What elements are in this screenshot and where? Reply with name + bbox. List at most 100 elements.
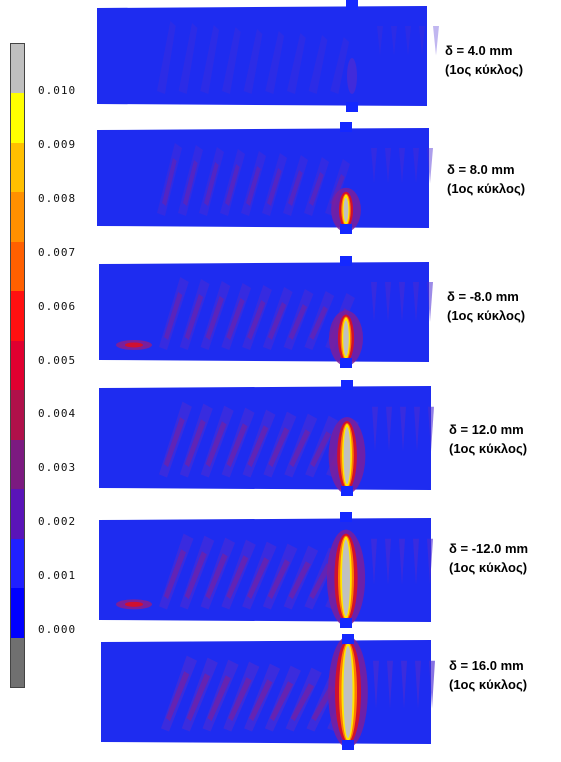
displacement-label: δ = 4.0 mm	[445, 43, 513, 58]
displacement-label: δ = 16.0 mm	[449, 658, 524, 673]
crack-zone	[342, 539, 350, 616]
contour-streak	[385, 538, 391, 586]
legend-swatch	[11, 340, 24, 391]
contour-streak	[427, 282, 433, 322]
support-marker-bottom	[346, 102, 358, 112]
legend-tick-label: 0.009	[38, 137, 77, 151]
contour-streak	[371, 538, 377, 586]
contour-streak	[243, 29, 263, 94]
contour-streak-inner	[207, 675, 231, 722]
crack-zone	[343, 427, 351, 484]
legend-swatch	[11, 390, 24, 441]
legend-swatch	[11, 637, 24, 688]
contour-streak-inner	[164, 417, 185, 468]
contour-panel	[99, 512, 433, 628]
contour-streak	[325, 159, 351, 216]
displacement-label: δ = -8.0 mm	[447, 289, 519, 304]
contour-streak	[413, 538, 419, 586]
contour-streak	[399, 282, 405, 322]
contour-streak	[200, 25, 220, 94]
contour-streak	[220, 149, 246, 216]
contour-streak-inner	[226, 423, 248, 468]
contour-panel	[99, 380, 434, 496]
contour-streak-inner	[288, 304, 308, 340]
side-hot-spot-core	[125, 601, 143, 607]
contour-streak-inner	[184, 294, 204, 340]
contour-streak	[371, 282, 377, 322]
beam-body	[97, 6, 427, 106]
support-marker-top	[340, 122, 352, 132]
contour-streak	[373, 660, 379, 709]
color-scale-legend	[10, 43, 25, 688]
contour-streak-inner	[164, 292, 183, 340]
support-marker-bottom	[340, 358, 352, 368]
legend-tick-label: 0.005	[38, 353, 77, 367]
contour-streak	[178, 145, 204, 216]
legend-tick-label: 0.004	[38, 407, 77, 421]
contour-streak-inner	[228, 677, 252, 722]
contour-streak	[413, 148, 419, 184]
contour-streak-inner	[290, 683, 314, 722]
legend-swatch	[11, 489, 24, 540]
side-hot-spot-core	[125, 342, 143, 348]
contour-streak-inner	[247, 557, 270, 600]
contour-streak	[429, 660, 435, 709]
contour-streak	[387, 660, 393, 709]
contour-streak-inner	[267, 168, 282, 206]
contour-streak-inner	[204, 162, 219, 206]
contour-streak	[372, 406, 378, 452]
legend-tick-label: 0.008	[38, 191, 77, 205]
contour-streak-inner	[225, 164, 240, 206]
contour-streak	[399, 538, 405, 586]
panel-caption: δ = 12.0 mm (1ος κύκλος)	[449, 420, 527, 458]
legend-swatch	[11, 241, 24, 292]
legend-tick-label: 0.002	[38, 515, 77, 529]
contour-streak	[308, 35, 328, 94]
cycle-label: (1ος κύκλος)	[447, 181, 526, 196]
contour-streak-inner	[249, 679, 273, 722]
support-marker-bottom	[340, 224, 352, 234]
contour-streak	[157, 21, 176, 94]
contour-streak	[413, 282, 419, 322]
contour-streak	[401, 660, 407, 709]
contour-streak	[427, 148, 433, 184]
panel-caption: δ = -12.0 mm (1ος κύκλος)	[449, 539, 528, 577]
contour-streak-inner	[246, 166, 261, 206]
contour-streak-inner	[186, 673, 211, 722]
contour-panel	[97, 0, 439, 112]
contour-streak-inner	[184, 419, 206, 468]
contour-streak-inner	[205, 421, 227, 468]
contour-streak-inner	[268, 427, 290, 468]
contour-streak	[265, 31, 285, 94]
contour-panel	[97, 122, 433, 234]
contour-streak	[433, 26, 439, 56]
contour-streak	[283, 155, 309, 216]
contour-streak	[400, 406, 406, 452]
contour-streak	[386, 406, 392, 452]
contour-streak-inner	[226, 555, 249, 600]
contour-streak-inner	[205, 553, 228, 600]
cycle-label: (1ος κύκλος)	[449, 677, 528, 692]
contour-streak	[415, 660, 421, 709]
contour-streak-inner	[267, 302, 287, 340]
contour-streak	[304, 157, 330, 216]
panel-caption: δ = -8.0 mm (1ος κύκλος)	[447, 287, 525, 325]
contour-streak	[391, 26, 397, 56]
support-marker-bottom	[340, 618, 352, 628]
contour-panel	[99, 256, 433, 368]
panel-caption: δ = 4.0 mm (1ος κύκλος)	[445, 41, 523, 79]
contour-streak-inner	[164, 549, 187, 600]
contour-streak	[385, 148, 391, 184]
contour-streak-inner	[288, 561, 311, 600]
contour-streak-inner	[205, 296, 224, 340]
contour-streak	[222, 27, 241, 94]
support-marker-top	[342, 634, 354, 644]
contour-panel	[101, 634, 435, 750]
contour-streak	[287, 33, 306, 94]
legend-tick-label: 0.010	[38, 84, 77, 97]
contour-streak	[371, 148, 377, 184]
contour-streak	[262, 153, 288, 216]
contour-streak-inner	[162, 158, 177, 206]
legend-swatch	[11, 142, 24, 193]
legend-tick-label: 0.001	[38, 569, 77, 583]
